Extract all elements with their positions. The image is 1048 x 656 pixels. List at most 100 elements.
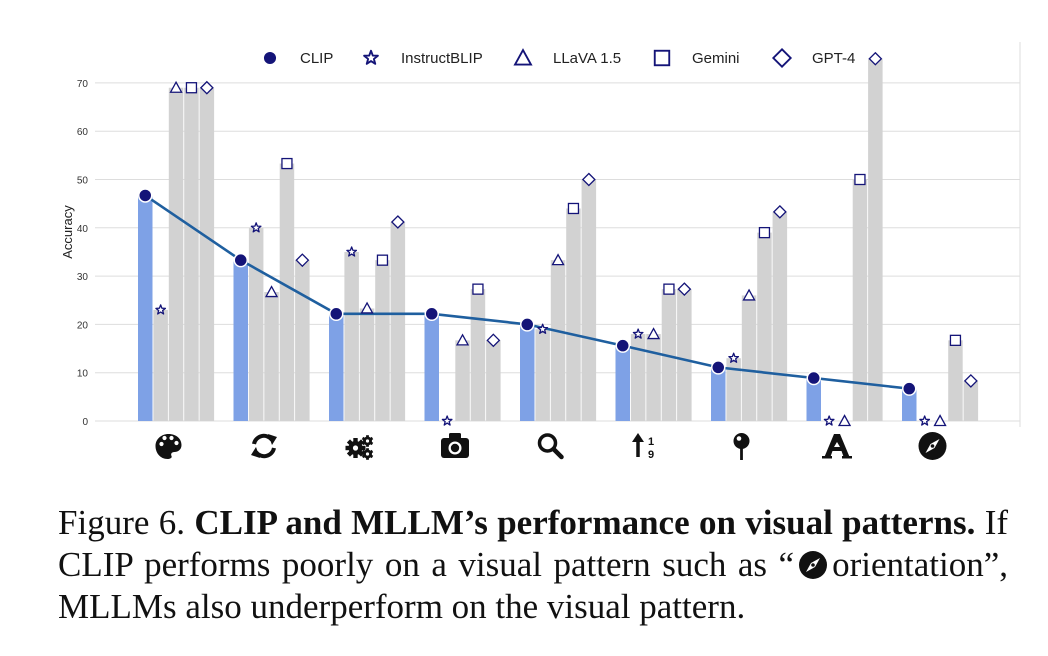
y-tick-label: 50 <box>77 176 89 187</box>
bar-diamond-quantity-count <box>390 222 406 421</box>
legend-label-circle: CLIP <box>300 50 333 67</box>
caption-text-before: If CLIP performs poorly on a visual patt… <box>58 503 1008 584</box>
y-tick-label: 40 <box>77 224 89 235</box>
marker-triangle-text <box>837 414 852 427</box>
marker-diamond-positional-context <box>772 204 787 219</box>
search-icon <box>537 433 564 460</box>
marker-diamond-color-appearance <box>199 80 214 95</box>
bar-square-quantity-count <box>375 260 390 421</box>
marker-diamond-text <box>868 51 883 66</box>
marker-circle-positional-context <box>711 360 726 375</box>
bar-square-positional-context <box>757 232 772 421</box>
marker-triangle-positional-context <box>742 288 756 301</box>
bar-diamond-viewpoint-perspective <box>486 340 501 421</box>
bar-square-presence-features <box>566 208 581 421</box>
marker-square-quantity-count <box>376 254 389 266</box>
legend-label-triangle: LLaVA 1.5 <box>553 50 621 67</box>
marker-star-structural-characters <box>632 328 644 339</box>
marker-triangle-structural-characters <box>646 327 661 340</box>
bar-star-color-appearance <box>153 309 168 421</box>
legend: CLIP InstructBLIP LLaVA 1.5 Gemini GPT-4 <box>262 47 855 69</box>
marker-circle-text <box>806 370 821 386</box>
marker-star-positional-context <box>728 352 740 363</box>
marker-diamond-presence-features <box>581 172 596 187</box>
legend-marker-diamond <box>771 47 793 69</box>
marker-square-viewpoint-perspective <box>472 283 484 295</box>
compass-icon <box>799 551 828 579</box>
bar-star-state-condition <box>248 227 264 421</box>
chart: 0 10 20 30 40 50 60 70 Accuracy 19 CLIP InstructB… <box>60 42 1021 461</box>
marker-triangle-color-appearance <box>169 80 183 93</box>
y-tick-label: 70 <box>77 79 89 90</box>
y-tick-label: 20 <box>77 320 89 331</box>
bar-square-text <box>852 179 868 421</box>
marker-triangle-presence-features <box>551 253 565 266</box>
bar-triangle-color-appearance <box>168 87 184 421</box>
marker-circle-structural-characters <box>615 338 630 353</box>
marker-star-state-condition <box>250 222 262 233</box>
marker-square-structural-characters <box>663 283 675 295</box>
legend-label-diamond: GPT-4 <box>812 50 855 67</box>
bar-circle-positional-context <box>711 367 726 421</box>
y-tick-label: 30 <box>77 272 89 283</box>
marker-triangle-quantity-count <box>360 301 374 314</box>
bar-circle-state-condition <box>233 260 248 421</box>
y-axis-label: Accuracy <box>60 205 75 259</box>
bar-diamond-color-appearance <box>199 87 215 421</box>
bar-diamond-text <box>868 58 883 421</box>
legend-item-star: InstructBLIP <box>363 49 483 67</box>
pushpin-icon <box>733 433 750 460</box>
marker-star-orientation <box>919 415 931 426</box>
legend-marker-star <box>363 49 379 65</box>
marker-star-presence-features <box>537 323 549 334</box>
marker-diamond-quantity-count <box>390 215 405 229</box>
bar-star-quantity-count <box>344 251 359 421</box>
bar-diamond-state-condition <box>295 260 310 421</box>
camera-icon <box>441 433 469 458</box>
legend-label-star: InstructBLIP <box>401 50 483 67</box>
legend-item-diamond: GPT-4 <box>771 47 855 69</box>
marker-diamond-orientation <box>963 373 978 388</box>
bar-triangle-presence-features <box>550 260 566 421</box>
bar-star-structural-characters <box>630 334 646 421</box>
bar-diamond-structural-characters <box>677 289 692 421</box>
bars-layer <box>138 58 979 421</box>
font-icon <box>822 434 852 459</box>
sort-icon: 19 <box>632 433 654 461</box>
bar-diamond-positional-context <box>772 211 788 421</box>
marker-diamond-viewpoint-perspective <box>486 333 501 348</box>
svg-text:9: 9 <box>648 449 654 461</box>
bar-square-color-appearance <box>184 87 199 421</box>
marker-square-state-condition <box>281 157 293 170</box>
bar-triangle-positional-context <box>741 295 757 421</box>
marker-circle-quantity-count <box>329 306 344 322</box>
legend-marker-square <box>653 49 671 67</box>
marker-triangle-orientation <box>933 414 947 427</box>
legend-marker-triangle <box>513 48 533 66</box>
markers-layer <box>138 51 978 427</box>
compass-icon <box>918 432 947 460</box>
bar-diamond-orientation <box>963 380 979 421</box>
bar-circle-viewpoint-perspective <box>424 313 439 421</box>
bar-square-orientation <box>948 340 963 421</box>
bar-circle-quantity-count <box>329 313 344 421</box>
legend-item-circle: CLIP <box>262 50 333 67</box>
marker-triangle-state-condition <box>264 285 279 298</box>
marker-square-positional-context <box>758 226 771 239</box>
caption-text-after: orientation”, MLLMs also underperform on… <box>58 545 1008 626</box>
caption-title: CLIP and MLLM’s performance on visual pa… <box>194 503 976 542</box>
marker-circle-viewpoint-perspective <box>424 306 439 322</box>
bar-triangle-state-condition <box>264 292 279 421</box>
palette-icon <box>155 434 182 459</box>
bar-triangle-quantity-count <box>359 308 375 421</box>
marker-square-presence-features <box>567 202 580 215</box>
cogs-icon <box>345 435 374 460</box>
bar-square-viewpoint-perspective <box>470 289 486 421</box>
legend-item-square: Gemini <box>653 49 740 67</box>
marker-triangle-viewpoint-perspective <box>455 333 470 346</box>
marker-square-orientation <box>949 334 962 346</box>
bar-square-state-condition <box>279 163 295 421</box>
marker-circle-color-appearance <box>138 188 153 203</box>
bar-triangle-structural-characters <box>646 334 661 421</box>
bar-diamond-presence-features <box>581 179 597 421</box>
